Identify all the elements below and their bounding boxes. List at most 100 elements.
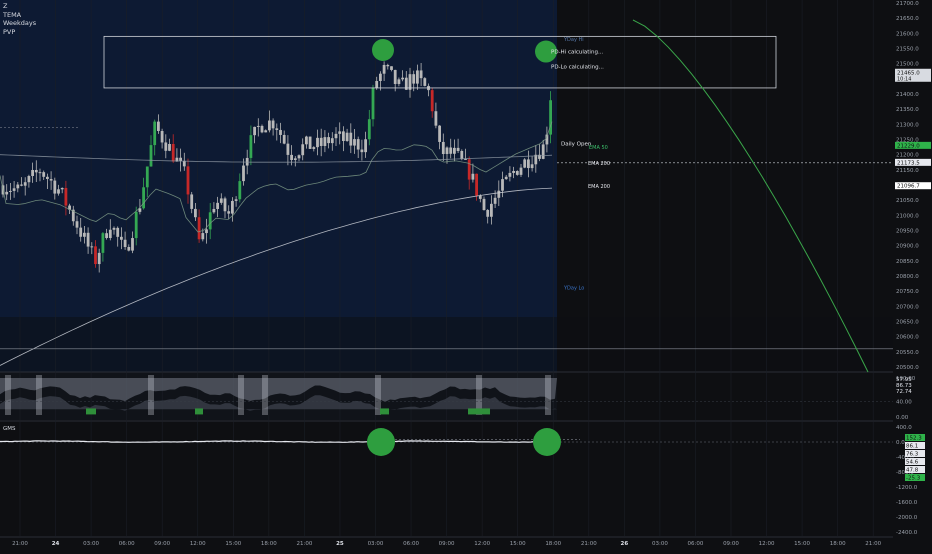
candle-body [441,141,445,154]
candle [149,135,153,167]
candle [208,203,212,240]
candle [175,148,179,162]
candle [279,122,282,144]
candle-body [305,136,308,145]
candle-body [308,136,312,149]
candle-body [397,79,401,84]
candle [75,215,79,235]
candle-body [408,74,412,90]
candle-body [504,176,508,180]
candle [349,123,353,154]
osc-streak [148,375,154,415]
y-tick-label: 21550.0 [896,47,919,53]
candle [231,197,234,222]
candle [153,119,157,156]
price-label-ema-long-bg [895,158,931,166]
candle-body [227,211,231,214]
candle-body [194,208,197,218]
candle-body [538,154,541,159]
x-tick-label: 12:00 [759,541,775,547]
candle [101,232,105,262]
candle-body [68,205,71,210]
candle-body [356,139,360,150]
candle [216,196,219,218]
osc-value-label: 57.95 [896,377,912,383]
candle-body [453,147,456,154]
candle [116,226,120,247]
candle [182,152,186,171]
price-label-ema50: 21229.0 [897,143,920,149]
gms-value-label: -25.3 [906,476,921,482]
candle-body [201,233,205,240]
candle-body [142,187,145,209]
indicator-tema[interactable]: TEMA [3,10,22,19]
x-tick-label: 25 [336,541,344,547]
candle-body [168,143,171,151]
candle [105,228,108,240]
candle-body [219,198,223,203]
candle [486,209,490,224]
candle [256,118,260,137]
candle [57,184,60,196]
candle-body [116,227,120,237]
candle [83,226,86,244]
x-tick-label: 06:00 [119,541,135,547]
candle-body [515,170,519,175]
candle-body [112,227,116,230]
candle [38,168,42,182]
candle [131,231,134,254]
candle-body [205,229,208,234]
osc-streak [5,375,11,415]
candle [371,84,375,127]
candle-body [94,246,97,265]
candle [501,171,504,198]
candle [545,126,549,153]
candle [12,181,16,198]
candle [138,198,142,215]
candle-body [482,198,486,211]
x-tick-label: 21:00 [12,541,28,547]
candle-body [527,159,530,169]
candle-body [512,170,515,173]
y-tick-label: 20550.0 [896,350,919,356]
indicator-pvp[interactable]: PVP [3,27,16,36]
candle-body [501,179,504,191]
candle-body [138,208,142,212]
candle-body [134,211,138,239]
candle-body [316,137,319,148]
candle [316,129,319,156]
candle-body [334,133,338,139]
osc-streak [262,375,268,415]
candle-body [393,69,397,84]
osc-value-label: 86.73 [896,383,912,389]
candle [5,184,9,201]
gms-y-tick-label: -2400.0 [896,530,918,536]
indicator-legend: Z TEMA Weekdays PVP [3,2,36,36]
candle [293,156,297,167]
pd-range-box [103,35,777,89]
candle-body [345,132,349,141]
candle-body [379,73,382,82]
candle [530,156,534,172]
candle-body [327,137,330,144]
candle-body [16,184,20,189]
candle-body [349,132,353,146]
gms-value-label: 54.6 [906,460,919,466]
candle-body [242,165,245,182]
candle [157,114,160,134]
candle-body [197,217,201,240]
candle-body [75,221,79,228]
candle [282,130,286,145]
candle-body [212,208,216,213]
osc-streak [476,375,482,415]
indicator-weekdays[interactable]: Weekdays [3,19,37,27]
gms-value-label: 47.8 [906,468,919,474]
candle-body [249,135,253,158]
candle [397,77,401,87]
candle-body [371,87,375,120]
y-tick-label: 21650.0 [896,16,919,22]
osc-upper-area [0,378,557,402]
y-tick-label: 21400.0 [896,92,919,98]
